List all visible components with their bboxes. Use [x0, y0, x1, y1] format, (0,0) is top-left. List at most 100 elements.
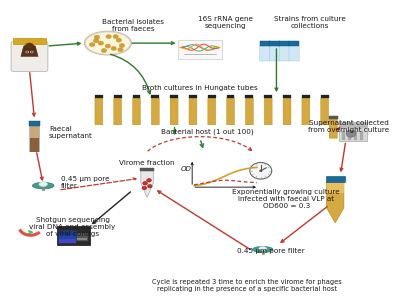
- Text: Faecal
supernatant: Faecal supernatant: [49, 126, 93, 139]
- Circle shape: [106, 35, 112, 39]
- Bar: [302, 95, 310, 98]
- Polygon shape: [289, 42, 299, 61]
- Ellipse shape: [84, 31, 131, 55]
- Polygon shape: [302, 96, 310, 125]
- Bar: [170, 95, 178, 98]
- Polygon shape: [264, 96, 272, 125]
- Bar: [42, 186, 44, 190]
- Polygon shape: [283, 96, 291, 125]
- Circle shape: [260, 170, 262, 172]
- Circle shape: [119, 43, 125, 48]
- Polygon shape: [30, 122, 40, 152]
- Ellipse shape: [85, 32, 130, 54]
- Text: Shotgun sequencing
viral DNA and assembly
of viral contigs: Shotgun sequencing viral DNA and assembl…: [30, 217, 116, 237]
- Polygon shape: [279, 42, 289, 61]
- Circle shape: [90, 42, 95, 47]
- Bar: [360, 131, 363, 140]
- Text: 0.45 μm pore
filter: 0.45 μm pore filter: [61, 176, 110, 189]
- Polygon shape: [329, 116, 337, 138]
- Bar: [329, 116, 338, 119]
- Polygon shape: [95, 96, 103, 125]
- Bar: [95, 95, 103, 98]
- Bar: [260, 41, 270, 46]
- Text: Broth cultures in Hungate tubes: Broth cultures in Hungate tubes: [142, 85, 258, 91]
- Text: Virome fraction: Virome fraction: [119, 160, 175, 166]
- Bar: [339, 122, 367, 141]
- Circle shape: [116, 38, 122, 42]
- Polygon shape: [24, 43, 35, 49]
- Bar: [289, 41, 299, 46]
- Bar: [59, 231, 76, 243]
- Circle shape: [142, 186, 147, 190]
- Text: Cycle is repeated 3 time to enrich the virome for phages
replicating in the pres: Cycle is repeated 3 time to enrich the v…: [152, 279, 342, 291]
- Text: Bacterial host (1 out 100): Bacterial host (1 out 100): [161, 129, 254, 135]
- Polygon shape: [321, 96, 328, 125]
- Bar: [264, 95, 272, 98]
- Bar: [246, 95, 253, 98]
- Circle shape: [143, 181, 148, 185]
- Bar: [76, 233, 88, 241]
- Text: Supernatant collected
from overnight culture: Supernatant collected from overnight cul…: [308, 120, 390, 133]
- Bar: [326, 176, 345, 182]
- Bar: [269, 41, 280, 46]
- Circle shape: [118, 48, 123, 52]
- Polygon shape: [151, 96, 159, 125]
- Text: Bacterial isolates
from faeces: Bacterial isolates from faeces: [102, 19, 164, 32]
- Text: Exponentially growing culture
infected with faecal VLP at
OD600 = 0.3: Exponentially growing culture infected w…: [232, 189, 340, 209]
- Bar: [342, 131, 346, 140]
- Text: OD: OD: [181, 166, 192, 172]
- Bar: [178, 40, 222, 59]
- Polygon shape: [114, 96, 122, 125]
- Ellipse shape: [32, 182, 54, 189]
- FancyBboxPatch shape: [11, 42, 48, 71]
- Bar: [140, 168, 154, 171]
- Circle shape: [26, 51, 28, 53]
- Polygon shape: [170, 96, 178, 125]
- Bar: [59, 239, 76, 243]
- Circle shape: [148, 185, 152, 188]
- Bar: [151, 95, 159, 98]
- Circle shape: [98, 41, 104, 45]
- Bar: [262, 249, 264, 254]
- Polygon shape: [269, 42, 280, 61]
- Bar: [77, 238, 88, 240]
- Circle shape: [250, 162, 272, 179]
- Bar: [227, 95, 234, 98]
- Polygon shape: [141, 171, 153, 198]
- Bar: [189, 95, 197, 98]
- Circle shape: [94, 35, 100, 39]
- Circle shape: [111, 46, 116, 51]
- Text: Strains from culture
collections: Strains from culture collections: [274, 16, 346, 29]
- Bar: [30, 138, 39, 152]
- Circle shape: [346, 130, 356, 137]
- Bar: [339, 123, 367, 128]
- Bar: [114, 95, 122, 98]
- Polygon shape: [21, 44, 38, 56]
- Circle shape: [101, 48, 107, 53]
- Text: 16S rRNA gene
sequencing: 16S rRNA gene sequencing: [198, 16, 253, 29]
- Circle shape: [113, 35, 118, 39]
- Polygon shape: [208, 96, 216, 125]
- Polygon shape: [327, 181, 344, 223]
- Polygon shape: [132, 96, 140, 125]
- Circle shape: [31, 51, 33, 53]
- Bar: [279, 41, 289, 46]
- Polygon shape: [227, 96, 234, 125]
- Polygon shape: [327, 181, 344, 193]
- Polygon shape: [189, 96, 197, 125]
- Bar: [208, 95, 216, 98]
- Bar: [321, 95, 328, 98]
- Bar: [30, 121, 40, 126]
- Bar: [57, 226, 90, 245]
- Circle shape: [93, 39, 99, 43]
- Ellipse shape: [39, 182, 48, 187]
- Text: 0.45 μm pore filter: 0.45 μm pore filter: [237, 248, 304, 254]
- Bar: [59, 235, 76, 239]
- Bar: [13, 38, 46, 44]
- Polygon shape: [246, 96, 253, 125]
- Polygon shape: [260, 42, 270, 61]
- Bar: [348, 131, 351, 140]
- Ellipse shape: [259, 247, 267, 251]
- Circle shape: [147, 178, 151, 182]
- Bar: [283, 95, 291, 98]
